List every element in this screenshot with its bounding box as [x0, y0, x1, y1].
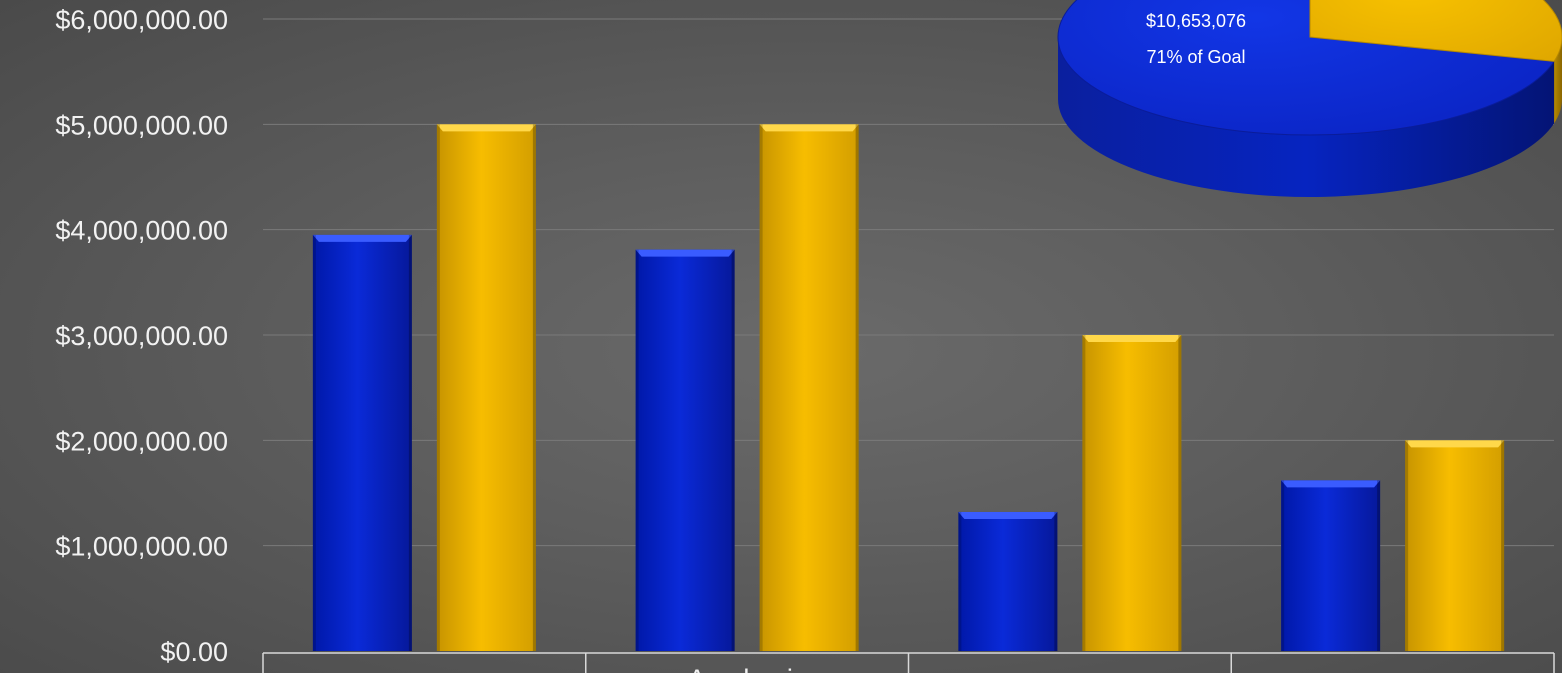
bar-edge	[1054, 511, 1058, 651]
bar-body	[312, 234, 412, 651]
bar-edge	[408, 234, 412, 651]
bar-blue	[312, 234, 412, 651]
bar-edge	[1082, 335, 1086, 651]
bar-edge	[532, 124, 536, 652]
bar-body	[1082, 335, 1182, 651]
y-tick-label: $0.00	[160, 637, 228, 667]
bar-body	[958, 511, 1058, 651]
pie-label-percent: 71% of Goal	[1146, 47, 1245, 67]
bar-bevel	[759, 124, 859, 132]
bar-bevel	[1405, 440, 1505, 448]
bar-gold	[1082, 335, 1182, 651]
bar-edge	[635, 249, 639, 651]
y-axis-ticks: $0.00 $1,000,000.00 $2,000,000.00 $3,000,00…	[55, 5, 228, 667]
bar-edge	[731, 249, 735, 651]
bar-edge	[436, 124, 440, 652]
bar-edge	[1501, 440, 1505, 651]
bar-bevel	[635, 249, 735, 257]
bar-bevel	[1281, 480, 1381, 488]
bar-edge	[1405, 440, 1409, 651]
pie-label-amount: $10,653,076	[1146, 11, 1246, 31]
pie-chart: $10,653,076 71% of Goal	[1057, 0, 1562, 198]
bar-body	[759, 124, 859, 652]
pie-side-blue	[1058, 37, 1555, 198]
bar-body	[635, 249, 735, 651]
bar-bevel	[312, 234, 412, 242]
y-tick-label: $1,000,000.00	[55, 532, 228, 562]
bar-bevel	[958, 511, 1058, 519]
y-tick-label: $4,000,000.00	[55, 216, 228, 246]
bar-blue	[635, 249, 735, 651]
y-tick-label: $3,000,000.00	[55, 321, 228, 351]
bar-edge	[759, 124, 763, 652]
bars	[312, 124, 1505, 652]
bar-edge	[1377, 480, 1381, 651]
bar-body	[1281, 480, 1381, 651]
pie-slice-blue	[1057, 0, 1555, 136]
bar-bevel	[1082, 335, 1182, 342]
bar-edge	[958, 511, 962, 651]
bar-edge	[1178, 335, 1182, 651]
category-axis: Academic	[262, 652, 1555, 673]
y-tick-label: $6,000,000.00	[55, 5, 228, 35]
bar-edge	[855, 124, 859, 652]
bar-gold	[1405, 440, 1505, 651]
bar-body	[436, 124, 536, 652]
bar-edge	[1281, 480, 1285, 651]
bar-edge	[312, 234, 316, 651]
bar-bevel	[436, 124, 536, 132]
bar-body	[1405, 440, 1505, 651]
bar-blue	[958, 511, 1058, 651]
category-label: Academic	[688, 664, 807, 673]
bar-blue	[1281, 480, 1381, 651]
bar-gold	[436, 124, 536, 652]
bar-gold	[759, 124, 859, 652]
y-tick-label: $2,000,000.00	[55, 426, 228, 456]
y-tick-label: $5,000,000.00	[55, 110, 228, 140]
